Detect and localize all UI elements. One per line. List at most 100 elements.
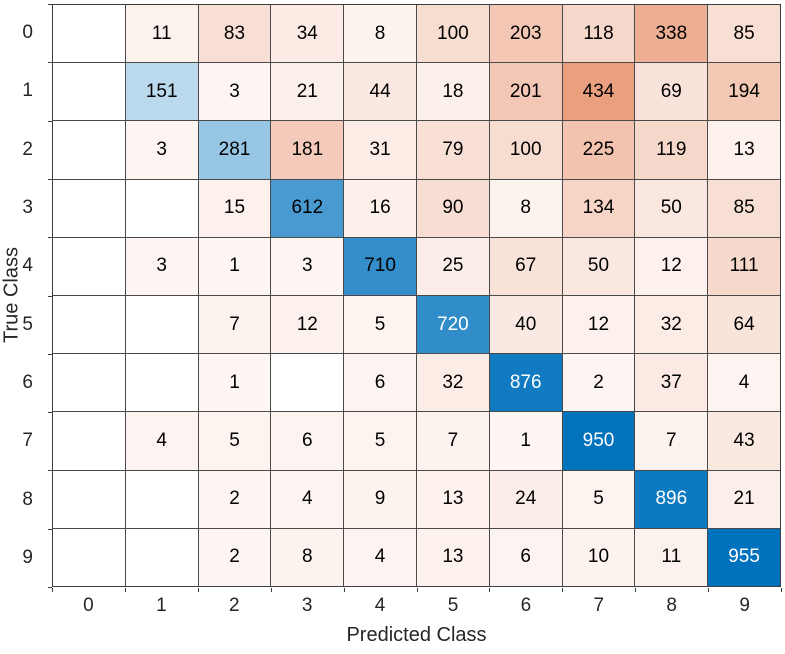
matrix-cell: 16 [344,179,416,237]
matrix-cell: 7 [635,412,708,470]
matrix-cell: 4 [344,528,416,586]
matrix-cell: 225 [562,121,635,179]
matrix-cell [125,528,198,586]
matrix-cell: 7 [417,412,489,470]
matrix-cell: 876 [489,354,562,412]
matrix-cell: 90 [417,179,489,237]
matrix-cell: 6 [344,354,416,412]
matrix-cell: 955 [708,528,780,586]
matrix-cell: 21 [271,63,344,121]
y-tick-label: 2 [22,138,33,160]
matrix-cell: 25 [417,237,489,295]
matrix-cell: 31 [344,121,416,179]
matrix-cell: 2 [562,354,635,412]
matrix-cell: 2 [198,470,271,528]
x-axis-tick [489,588,490,592]
matrix-cell [53,179,125,237]
matrix-cell: 1 [198,237,271,295]
matrix-cell [53,412,125,470]
matrix-cell [53,63,125,121]
matrix-cell [53,296,125,354]
y-tick-label: 8 [22,488,33,510]
matrix-cell: 69 [635,63,708,121]
matrix-cell: 281 [198,121,271,179]
matrix-cell: 37 [635,354,708,412]
confusion-matrix-grid: 11 83 34 8 100 203 118 338 85 151 3 21 44 18 201 434 69 1… [52,4,781,587]
matrix-cell: 3 [125,237,198,295]
y-tick-label: 6 [22,371,33,393]
matrix-cell: 151 [125,63,198,121]
matrix-cell: 43 [708,412,780,470]
matrix-cell: 13 [708,121,780,179]
y-axis-tick [48,354,52,355]
matrix-cell [53,5,125,63]
matrix-cell: 194 [708,63,780,121]
matrix-cell: 338 [635,5,708,63]
matrix-cell: 85 [708,179,780,237]
matrix-cell: 1 [198,354,271,412]
y-axis-tick [48,62,52,63]
matrix-cell: 18 [417,63,489,121]
matrix-cell: 12 [562,296,635,354]
x-tick-label: 0 [83,595,94,616]
matrix-cell: 13 [417,470,489,528]
y-tick-label: 1 [22,80,33,102]
y-tick-label: 9 [22,546,33,568]
matrix-cell [271,354,344,412]
x-tick-label: 9 [739,595,750,616]
matrix-cell: 12 [271,296,344,354]
x-axis-tick [635,588,636,592]
y-axis-tick-labels: 0 1 2 3 4 5 6 7 8 9 [0,4,46,587]
matrix-cell: 3 [125,121,198,179]
matrix-cell: 32 [635,296,708,354]
matrix-cell: 612 [271,179,344,237]
matrix-cell: 5 [198,412,271,470]
y-axis-tick [48,296,52,297]
matrix-cell: 8 [344,5,416,63]
matrix-cell: 13 [417,528,489,586]
y-axis-tick [48,529,52,530]
matrix-cell: 134 [562,179,635,237]
x-axis-label: Predicted Class [346,624,487,646]
x-tick-label: 1 [156,595,167,616]
matrix-cell: 4 [125,412,198,470]
y-axis-tick [48,121,52,122]
matrix-cell: 896 [635,470,708,528]
matrix-cell: 4 [271,470,344,528]
matrix-cell: 118 [562,5,635,63]
matrix-cell: 181 [271,121,344,179]
x-axis-tick [52,588,53,592]
matrix-cell: 3 [198,63,271,121]
matrix-cell [53,470,125,528]
matrix-cell: 40 [489,296,562,354]
matrix-cell: 12 [635,237,708,295]
x-axis-tick [562,588,563,592]
matrix-cell: 1 [489,412,562,470]
matrix-cell: 3 [271,237,344,295]
x-axis-tick [344,588,345,592]
matrix-cell [53,528,125,586]
matrix-cell: 100 [489,121,562,179]
matrix-cell: 24 [489,470,562,528]
matrix-cell: 8 [489,179,562,237]
matrix-cell: 10 [562,528,635,586]
matrix-cell: 119 [635,121,708,179]
matrix-cell: 4 [708,354,780,412]
matrix-cell [53,121,125,179]
matrix-cell: 64 [708,296,780,354]
matrix-cell: 8 [271,528,344,586]
matrix-cell: 32 [417,354,489,412]
x-axis-tick [708,588,709,592]
matrix-cell: 83 [198,5,271,63]
matrix-cell: 201 [489,63,562,121]
matrix-cell: 100 [417,5,489,63]
x-tick-label: 8 [666,595,677,616]
matrix-cell: 710 [344,237,416,295]
matrix-cell: 85 [708,5,780,63]
matrix-cell: 11 [635,528,708,586]
x-axis-tick [125,588,126,592]
matrix-cell: 44 [344,63,416,121]
y-tick-label: 0 [22,22,33,44]
matrix-cell [125,354,198,412]
matrix-cell: 950 [562,412,635,470]
